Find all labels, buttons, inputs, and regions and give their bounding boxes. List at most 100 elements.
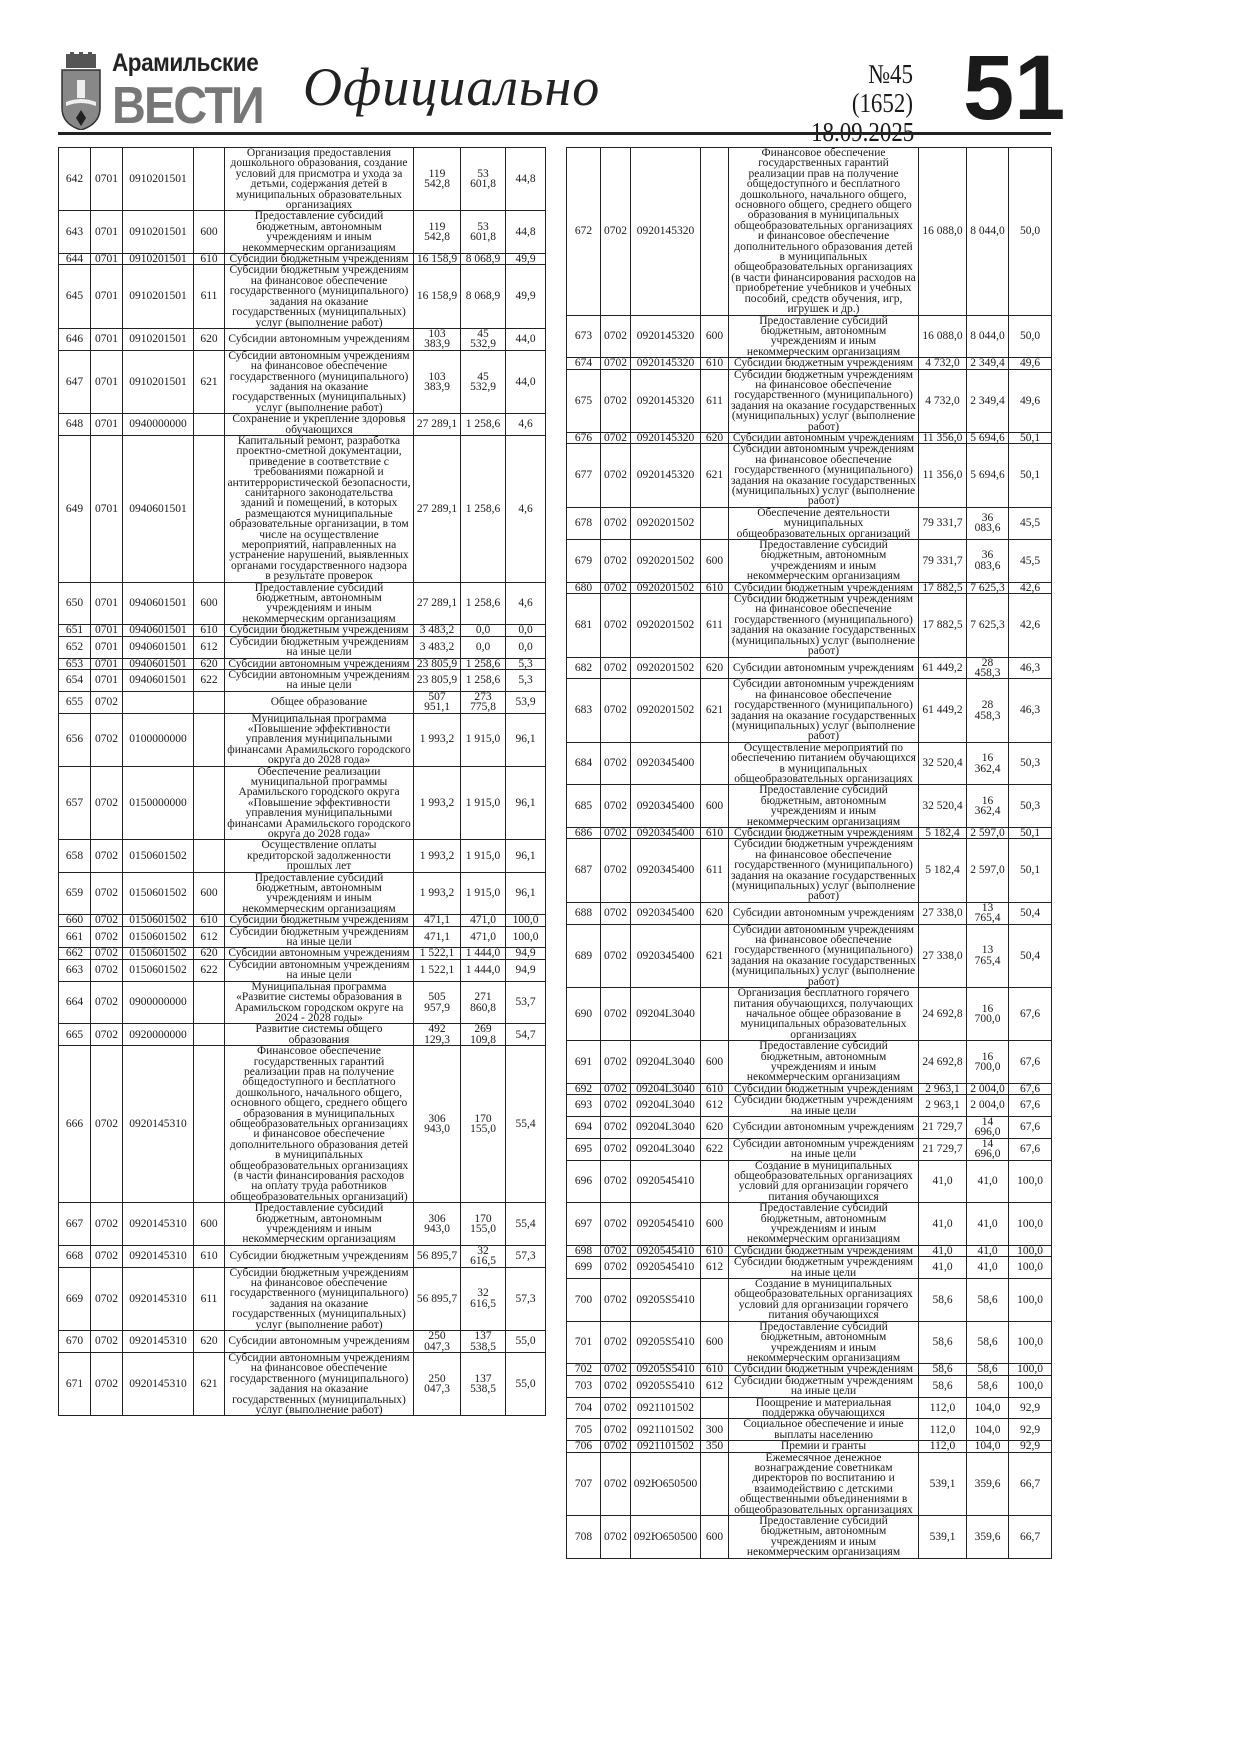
expense-type: 611 [193, 264, 225, 329]
expense-type: 621 [193, 1351, 225, 1417]
row-number: 671 [58, 1351, 91, 1417]
item-name: Субсидии бюджетным учреждениям на финанс… [224, 264, 414, 329]
table-row: 686 0702 0920345400 610 Субсидии бюджетным у… [566, 826, 1052, 840]
executed-amount: 8 044,0 [966, 314, 1009, 359]
executed-amount: 14 696,0 [966, 1115, 1009, 1139]
section-code: 0702 [600, 1363, 631, 1376]
row-number: 701 [566, 1320, 601, 1365]
execution-percent: 66,7 [1008, 1515, 1052, 1559]
expense-type [700, 506, 729, 541]
execution-percent: 42,6 [1008, 593, 1052, 658]
target-article: 09205S5410 [630, 1320, 701, 1365]
target-article: 0920545410 [630, 1202, 701, 1246]
section-code: 0702 [600, 357, 631, 370]
table-row: 645 0701 0910201501 611 Субсидии бюджетным у… [58, 264, 546, 329]
section-code: 0702 [600, 539, 631, 583]
target-article: 0910201501 [122, 327, 194, 351]
budget-table-left: 642 0701 0910201501 Организация предоставле… [58, 146, 546, 1417]
planned-amount: 61 449,2 [918, 656, 967, 680]
execution-percent: 44,0 [505, 349, 546, 415]
table-row: 692 0702 09204L3040 610 Субсидии бюджетным у… [566, 1082, 1052, 1096]
item-name: Обеспечение реализации муниципальной про… [224, 765, 414, 841]
executed-amount: 1 258,6 [460, 668, 506, 692]
item-name: Развитие системы общего образования [224, 1023, 414, 1047]
expense-type [700, 147, 729, 316]
planned-amount: 79 331,7 [918, 506, 967, 541]
table-row: 702 0702 09205S5410 610 Субсидии бюджетным у… [566, 1363, 1052, 1376]
section-title: Официально [303, 57, 601, 117]
section-code: 0702 [90, 871, 123, 916]
item-name: Предоставление субсидий бюджетным, автон… [728, 784, 919, 828]
execution-percent: 49,9 [505, 253, 546, 266]
planned-amount: 4 732,0 [918, 368, 967, 433]
target-article: 0920201502 [630, 539, 701, 583]
execution-percent: 4,6 [505, 434, 546, 583]
expense-type: 610 [193, 914, 225, 927]
table-row: 651 0701 0940601501 610 Субсидии бюджетным у… [58, 624, 546, 637]
planned-amount: 5 182,4 [918, 838, 967, 903]
item-name: Предоставление субсидий бюджетным, автон… [224, 1202, 414, 1246]
planned-amount: 306 943,0 [413, 1202, 461, 1246]
target-article: 0920345400 [630, 838, 701, 903]
table-row: 670 0702 0920145310 620 Субсидии автономным … [58, 1330, 546, 1353]
row-number: 647 [58, 349, 91, 415]
execution-percent: 45,5 [1008, 539, 1052, 583]
target-article: 0900000000 [122, 980, 194, 1025]
section-code: 0702 [90, 1330, 123, 1353]
row-number: 655 [58, 690, 91, 714]
executed-amount: 41,0 [966, 1202, 1009, 1246]
executed-amount: 45 532,9 [460, 349, 506, 415]
executed-amount: 2 349,4 [966, 368, 1009, 433]
planned-amount: 16 088,0 [918, 314, 967, 359]
planned-amount: 27 289,1 [413, 581, 461, 626]
target-article: 0150601502 [122, 871, 194, 916]
budget-table-right: 672 0702 0920145320 Финансовое обеспечение … [566, 147, 1052, 1559]
planned-amount: 23 805,9 [413, 657, 461, 670]
table-row: 679 0702 0920201502 600 Предоставление субси… [566, 539, 1052, 583]
section-code: 0702 [600, 901, 631, 925]
expense-type [193, 712, 225, 767]
row-number: 659 [58, 871, 91, 916]
row-number: 670 [58, 1330, 91, 1353]
item-name: Осуществление оплаты кредиторской задолж… [224, 839, 414, 873]
table-row: 675 0702 0920145320 611 Субсидии бюджетным у… [566, 368, 1052, 433]
expense-type: 610 [193, 624, 225, 637]
planned-amount: 41,0 [918, 1244, 967, 1258]
executed-amount: 471,0 [460, 925, 506, 949]
section-code: 0702 [600, 1040, 631, 1084]
table-row: 689 0702 0920345400 621 Субсидии автономным … [566, 923, 1052, 989]
table-row: 664 0702 0900000000 Муниципальная программа… [58, 980, 546, 1025]
expense-type: 621 [700, 443, 729, 508]
executed-amount: 32 616,5 [460, 1244, 506, 1268]
executed-amount: 1 258,6 [460, 657, 506, 670]
section-code: 0701 [90, 657, 123, 670]
section-code: 0702 [600, 1082, 631, 1096]
section-code: 0702 [600, 443, 631, 508]
section-code: 0702 [90, 925, 123, 949]
item-name: Общее образование [224, 690, 414, 714]
execution-percent: 50,4 [1008, 901, 1052, 925]
target-article: 0920145310 [122, 1330, 194, 1353]
table-row: 662 0702 0150601502 620 Субсидии автономным … [58, 947, 546, 960]
planned-amount: 119 542,8 [413, 146, 461, 212]
issue-number: №45 (1652) [851, 59, 913, 118]
target-article: 0100000000 [122, 712, 194, 767]
item-name: Субсидии бюджетным учреждениям [728, 1082, 919, 1096]
expense-type [193, 839, 225, 873]
header-divider [58, 132, 1051, 135]
planned-amount: 1 993,2 [413, 765, 461, 841]
planned-amount: 1 993,2 [413, 839, 461, 873]
planned-amount: 4 732,0 [918, 357, 967, 370]
execution-percent: 49,6 [1008, 368, 1052, 433]
table-row: 642 0701 0910201501 Организация предоставле… [58, 146, 546, 212]
row-number: 667 [58, 1202, 91, 1246]
execution-percent: 0,0 [505, 624, 546, 637]
target-article: 0920145310 [122, 1351, 194, 1417]
section-code: 0702 [600, 368, 631, 433]
execution-percent: 55,0 [505, 1351, 546, 1417]
executed-amount: 58,6 [966, 1278, 1009, 1322]
target-article: 0940601501 [122, 434, 194, 583]
target-article: 0910201501 [122, 264, 194, 329]
item-name: Субсидии автономным учреждениям [224, 327, 414, 351]
section-code: 0702 [90, 839, 123, 873]
